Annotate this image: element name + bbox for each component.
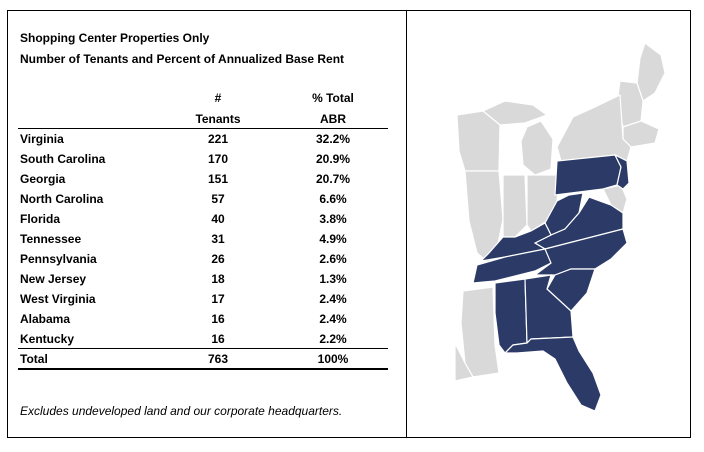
tenant-count: 16	[211, 332, 225, 346]
table-row: Kentucky 16 2.2%	[18, 329, 388, 349]
table-row: Pennsylvania 26 2.6%	[18, 249, 388, 269]
table-row: Georgia 151 20.7%	[18, 169, 388, 189]
state-name: Georgia	[20, 172, 66, 186]
state-name: Pennsylvania	[20, 252, 97, 266]
tenant-count: 17	[211, 292, 225, 306]
abr-percent: 32.2%	[315, 132, 351, 146]
state-table: Virginia 221 32.2% South Carolina 170 20.9% …	[18, 129, 388, 349]
title-line-1: Shopping Center Properties Only	[20, 31, 210, 45]
state-name: West Virginia	[20, 292, 96, 306]
state-name: Virginia	[20, 132, 64, 146]
abr-header-top: % Total	[312, 91, 354, 105]
state-wisconsin	[456, 110, 501, 172]
abr-header-bottom: ABR	[320, 112, 346, 126]
abr-percent: 2.4%	[319, 292, 347, 306]
abr-percent: 4.9%	[319, 232, 347, 246]
abr-percent: 2.2%	[319, 332, 347, 346]
state-new-york	[556, 94, 632, 162]
title-line-2: Number of Tenants and Percent of Annuali…	[20, 52, 345, 66]
eastern-us-map	[455, 43, 666, 412]
abr-percent: 20.7%	[315, 172, 351, 186]
tenant-count: 151	[207, 172, 229, 186]
state-name: South Carolina	[20, 152, 106, 166]
total-rule	[18, 348, 388, 349]
abr-percent: 2.4%	[319, 312, 347, 326]
abr-percent: 1.3%	[319, 272, 347, 286]
tenant-count: 16	[211, 312, 225, 326]
table-row: Florida 40 3.8%	[18, 209, 388, 229]
total-abr: 100%	[317, 352, 349, 366]
state-name: Kentucky	[20, 332, 75, 346]
bottom-rule	[18, 368, 388, 370]
table-row: Tennessee 31 4.9%	[18, 229, 388, 249]
state-new-jersey	[613, 153, 630, 190]
state-mississippi	[460, 286, 500, 378]
table-row: Alabama 16 2.4%	[18, 309, 388, 329]
table-row: Virginia 221 32.2%	[18, 129, 388, 149]
tenant-count: 221	[207, 132, 229, 146]
abr-percent: 2.6%	[319, 252, 347, 266]
state-massachusetts-ri-ct	[622, 120, 660, 148]
header-rule	[18, 128, 388, 129]
table-row: South Carolina 170 20.9%	[18, 149, 388, 169]
state-louisiana	[455, 342, 474, 382]
total-label: Total	[20, 352, 48, 366]
table-row: New Jersey 18 1.3%	[18, 269, 388, 289]
state-name: Alabama	[20, 312, 71, 326]
panel-divider	[406, 11, 407, 437]
table-row: North Carolina 57 6.6%	[18, 189, 388, 209]
abr-percent: 6.6%	[319, 192, 347, 206]
total-row-wrap: Total 763 100%	[18, 349, 388, 369]
footnote: Excludes undeveloped land and our corpor…	[20, 404, 343, 418]
figure-frame: Shopping Center Properties Only Number o…	[7, 10, 691, 438]
total-tenants: 763	[207, 352, 229, 366]
tenant-count: 57	[211, 192, 225, 206]
tenants-header-top: #	[214, 91, 222, 105]
tenant-count: 31	[211, 232, 225, 246]
state-alabama	[494, 278, 528, 354]
state-name: New Jersey	[20, 272, 87, 286]
tenant-count: 40	[211, 212, 225, 226]
tenant-count: 18	[211, 272, 225, 286]
abr-percent: 20.9%	[315, 152, 351, 166]
tenant-count: 170	[207, 152, 229, 166]
state-name: Florida	[20, 212, 61, 226]
state-indiana	[502, 174, 528, 238]
total-row: Total 763 100%	[18, 349, 388, 369]
state-kentucky	[479, 222, 552, 262]
state-michigan-lower	[520, 120, 554, 176]
state-name: Tennessee	[20, 232, 82, 246]
table-row: West Virginia 17 2.4%	[18, 289, 388, 309]
state-name: North Carolina	[20, 192, 104, 206]
state-florida	[503, 336, 602, 412]
abr-percent: 3.8%	[319, 212, 347, 226]
tenant-count: 26	[211, 252, 225, 266]
tenants-header-bottom: Tenants	[195, 112, 241, 126]
state-maine	[636, 43, 666, 102]
